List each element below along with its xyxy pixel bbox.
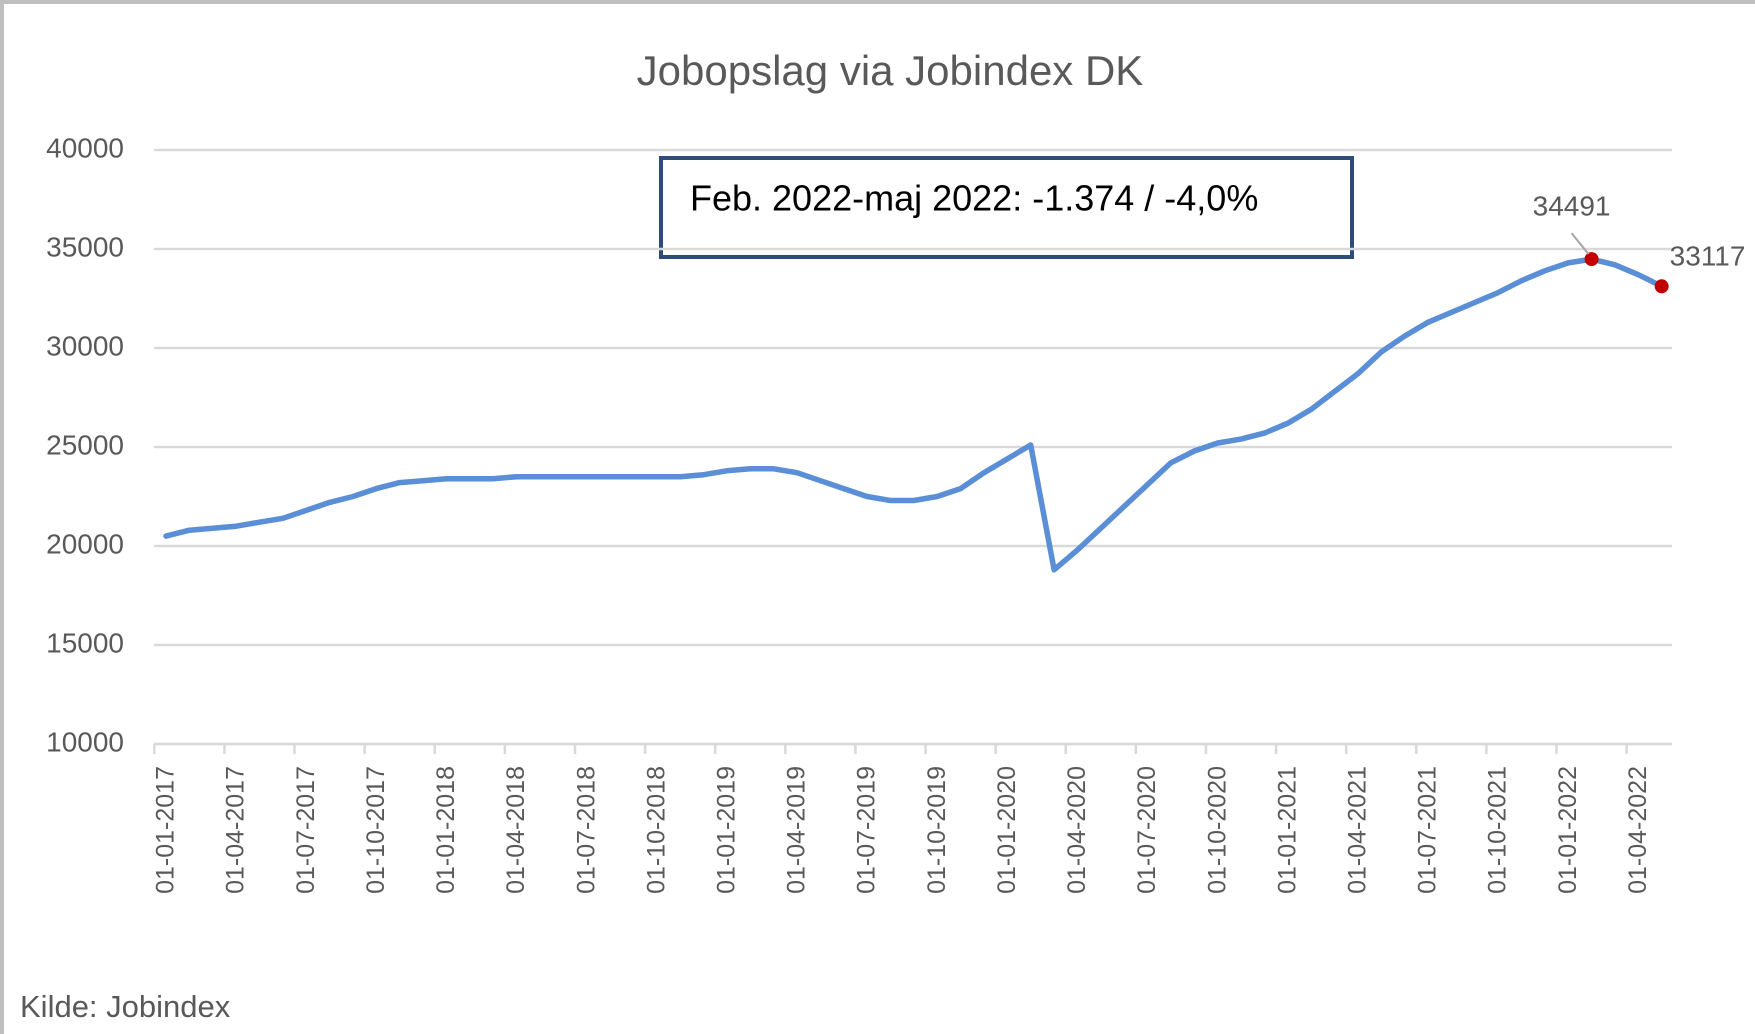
highlight-marker xyxy=(1584,252,1599,267)
x-tick-label: 01-10-2018 xyxy=(642,766,670,894)
y-tick-label: 35000 xyxy=(46,231,124,262)
x-tick-label: 01-04-2018 xyxy=(502,766,530,894)
y-tick-label: 40000 xyxy=(46,132,124,163)
x-tick-label: 01-07-2020 xyxy=(1133,766,1161,894)
annotation: Feb. 2022-maj 2022: -1.374 / -4,0% xyxy=(690,178,1258,219)
x-tick-label: 01-01-2018 xyxy=(432,766,460,894)
x-tick-label: 01-10-2021 xyxy=(1484,766,1512,894)
x-tick-label: 01-10-2017 xyxy=(362,766,390,894)
y-tick-label: 25000 xyxy=(46,429,124,460)
x-tick-label: 01-07-2021 xyxy=(1414,766,1442,894)
x-tick-label: 01-01-2017 xyxy=(152,766,180,894)
x-tick-label: 01-04-2019 xyxy=(783,766,811,894)
x-tick-label: 01-04-2020 xyxy=(1063,766,1091,894)
x-tick-label: 01-04-2021 xyxy=(1343,766,1371,894)
label-leader xyxy=(1570,232,1590,255)
data-label: 34491 xyxy=(1533,190,1611,221)
y-tick-label: 10000 xyxy=(46,726,124,757)
data-label: 33117 xyxy=(1670,241,1746,272)
x-tick-label: 01-01-2021 xyxy=(1273,766,1301,894)
line-series xyxy=(163,256,1665,573)
annotation-box xyxy=(659,156,1354,259)
y-tick-label: 30000 xyxy=(46,330,124,361)
x-tick-label: 01-04-2022 xyxy=(1624,766,1652,894)
highlight-marker xyxy=(1654,279,1669,294)
x-tick-label: 01-07-2017 xyxy=(292,766,320,894)
x-tick-label: 01-10-2020 xyxy=(1203,766,1231,894)
x-tick-label: 01-07-2019 xyxy=(853,766,881,894)
x-tick-label: 01-01-2019 xyxy=(712,766,740,894)
x-tick-label: 01-01-2022 xyxy=(1554,766,1582,894)
x-tick-label: 01-10-2019 xyxy=(923,766,951,894)
chart-title: Jobopslag via Jobindex DK xyxy=(637,47,1144,94)
x-tick-label: 01-04-2017 xyxy=(222,766,250,894)
y-tick-label: 15000 xyxy=(46,627,124,658)
y-tick-label: 20000 xyxy=(46,528,124,559)
source-note: Kilde: Jobindex xyxy=(20,989,231,1024)
x-tick-label: 01-01-2020 xyxy=(993,766,1021,894)
x-tick-label: 01-07-2018 xyxy=(572,766,600,894)
